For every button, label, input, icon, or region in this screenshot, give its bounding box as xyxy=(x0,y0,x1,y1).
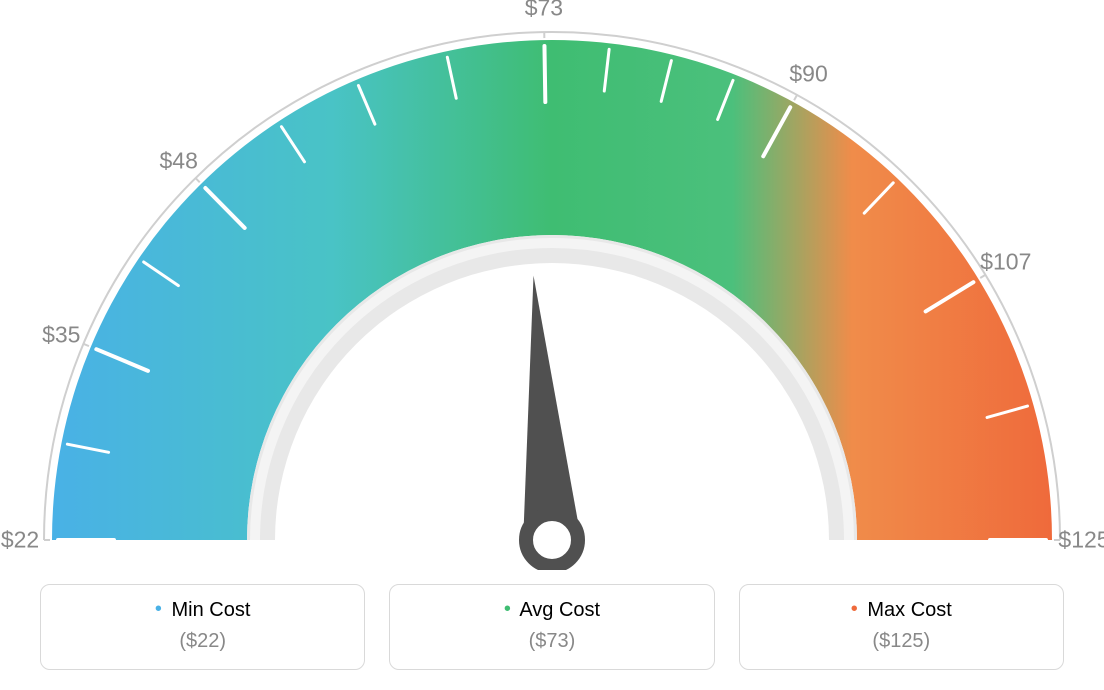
tick-label: $125 xyxy=(1058,527,1104,554)
legend-value-max: ($125) xyxy=(760,630,1043,653)
dot-icon: • xyxy=(155,598,162,620)
legend-label: Avg Cost xyxy=(519,599,600,621)
gauge-area: $22 $35 $48 $73 $90 $107 $125 xyxy=(0,0,1104,570)
tick-label: $22 xyxy=(1,527,39,554)
gauge-svg xyxy=(0,0,1104,570)
legend-card-avg: • Avg Cost ($73) xyxy=(389,584,714,670)
dot-icon: • xyxy=(851,598,858,620)
legend-title-max: • Max Cost xyxy=(760,599,1043,622)
legend-label: Max Cost xyxy=(867,599,951,621)
legend-card-max: • Max Cost ($125) xyxy=(739,584,1064,670)
tick-label: $35 xyxy=(42,321,80,348)
dot-icon: • xyxy=(504,598,511,620)
legend-row: • Min Cost ($22) • Avg Cost ($73) • Max … xyxy=(40,584,1064,670)
tick-label: $73 xyxy=(525,0,563,22)
legend-label: Min Cost xyxy=(172,599,251,621)
legend-title-avg: • Avg Cost xyxy=(410,599,693,622)
tick-label: $90 xyxy=(789,60,827,87)
legend-value-min: ($22) xyxy=(61,630,344,653)
tick-label: $48 xyxy=(160,147,198,174)
legend-value-avg: ($73) xyxy=(410,630,693,653)
gauge-chart-container: $22 $35 $48 $73 $90 $107 $125 • Min Cost ($22)… xyxy=(0,0,1104,690)
tick-label: $107 xyxy=(980,249,1031,276)
legend-title-min: • Min Cost xyxy=(61,599,344,622)
legend-card-min: • Min Cost ($22) xyxy=(40,584,365,670)
